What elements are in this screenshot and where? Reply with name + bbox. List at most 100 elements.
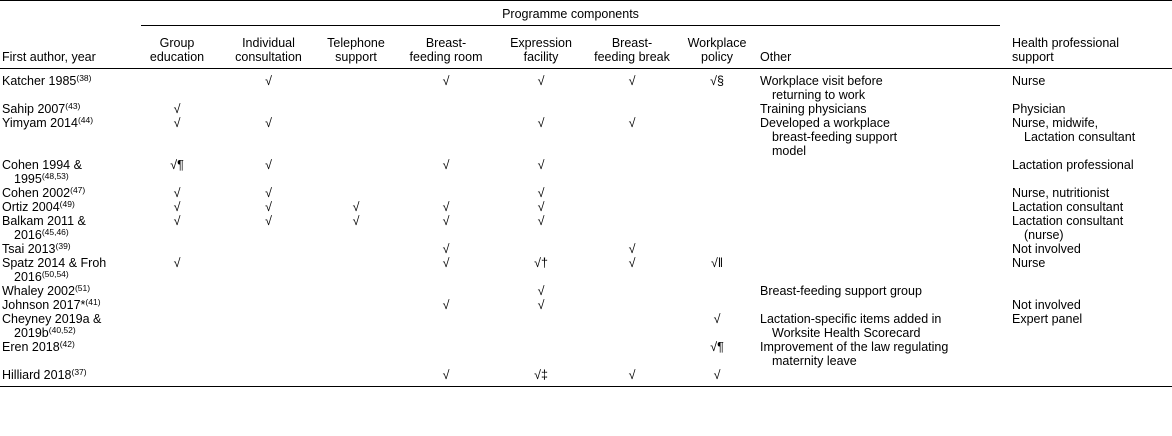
author-text: Tsai 2013 xyxy=(2,242,56,256)
programme-components-table: Programme components First author, year … xyxy=(0,0,1172,387)
breastfeeding-break-cell xyxy=(588,214,678,242)
individual-consultation-cell xyxy=(223,312,316,340)
col-health-professional: Health professional support xyxy=(1010,28,1172,69)
breastfeeding-room-cell: √ xyxy=(442,298,450,312)
author-line: Hilliard 2018(37) xyxy=(2,368,87,382)
health-professional-text: (nurse) xyxy=(1024,228,1064,242)
reference-superscript: (37) xyxy=(71,367,87,377)
programme-components-heading: Programme components xyxy=(133,0,1010,28)
telephone-support-cell xyxy=(316,256,398,284)
breastfeeding-break-cell xyxy=(588,102,678,116)
breastfeeding-break-cell: √ xyxy=(628,242,636,256)
first-author-cell: Cohen 2002(47) xyxy=(0,186,133,200)
breastfeeding-break-cell: √ xyxy=(588,368,678,387)
breastfeeding-room-cell: √ xyxy=(442,214,450,228)
health-professional-cell xyxy=(1010,368,1172,387)
workplace-policy-cell: √ xyxy=(678,368,758,387)
telephone-support-cell: √ xyxy=(352,200,360,214)
health-professional-text: Not involved xyxy=(1012,298,1081,312)
health-professional-text: Not involved xyxy=(1012,242,1081,256)
individual-consultation-cell xyxy=(223,242,316,256)
breastfeeding-break-cell xyxy=(588,158,678,186)
telephone-support-cell xyxy=(316,186,398,200)
reference-superscript: (48,53) xyxy=(41,171,69,181)
other-cell: Workplace visit before returning to work xyxy=(758,69,1010,102)
first-author-cell: Whaley 2002(51) xyxy=(0,284,133,298)
author-line: Cheyney 2019a & xyxy=(2,312,101,326)
health-professional-text: Lactation consultant xyxy=(1012,200,1124,214)
breastfeeding-room-cell xyxy=(398,340,496,368)
expression-facility-cell: √ xyxy=(537,116,545,130)
workplace-policy-cell xyxy=(678,298,758,312)
workplace-policy-cell xyxy=(678,158,758,186)
author-text: Cheyney 2019a & xyxy=(2,312,102,326)
first-author-cell: Eren 2018(42) xyxy=(0,340,133,368)
author-line: 1995(48,53) xyxy=(2,172,129,186)
author-text: Johnson 2017* xyxy=(2,298,86,312)
telephone-support-cell: √ xyxy=(352,214,360,228)
other-cell: Lactation-specific items added in Worksit… xyxy=(758,312,1010,340)
health-professional-cell xyxy=(1010,284,1172,298)
author-text: Eren 2018 xyxy=(2,340,60,354)
breastfeeding-room-cell xyxy=(398,186,496,200)
telephone-support-cell xyxy=(316,284,398,298)
breastfeeding-break-cell: √ xyxy=(628,74,636,88)
table-row: Whaley 2002(51) √ Breast-feeding support g… xyxy=(0,284,1172,298)
author-text: Hilliard 2018 xyxy=(2,368,72,382)
breastfeeding-break-cell: √ xyxy=(628,256,636,270)
breastfeeding-room-cell: √ xyxy=(442,74,450,88)
workplace-policy-cell xyxy=(678,200,758,214)
first-author-cell: Tsai 2013(39) xyxy=(0,242,133,256)
table-row: Johnson 2017*(41) √ √ Not involved xyxy=(0,298,1172,312)
telephone-support-cell xyxy=(316,102,398,116)
other-cell: Breast-feeding support group xyxy=(758,284,1010,298)
health-professional-cell: Not involved xyxy=(1010,242,1172,256)
group-education-cell xyxy=(133,312,223,340)
author-text: 2016 xyxy=(14,270,42,284)
group-education-cell: √ xyxy=(173,256,181,270)
author-line: 2016(50,54) xyxy=(2,270,129,284)
breastfeeding-room-cell xyxy=(398,116,496,158)
other-text: Workplace visit before xyxy=(760,74,883,88)
author-line: Yimyam 2014(44) xyxy=(2,116,93,130)
table-row: Yimyam 2014(44) √ √ √ √ Developed a workplace… xyxy=(0,116,1172,158)
individual-consultation-cell xyxy=(223,102,316,116)
author-text: Sahip 2007 xyxy=(2,102,66,116)
first-author-cell: Katcher 1985(38) xyxy=(0,69,133,103)
reference-superscript: (50,54) xyxy=(41,269,69,279)
group-education-cell: √ xyxy=(173,102,181,116)
reference-superscript: (40,52) xyxy=(48,325,76,335)
telephone-support-cell xyxy=(316,158,398,186)
author-text: Whaley 2002 xyxy=(2,284,75,298)
health-professional-cell: Not involved xyxy=(1010,298,1172,312)
health-professional-cell: Lactation consultant xyxy=(1010,200,1172,214)
telephone-support-cell xyxy=(316,340,398,368)
health-professional-text: Nurse, midwife, xyxy=(1012,116,1099,130)
health-professional-text: Nurse xyxy=(1012,256,1046,270)
expression-facility-cell: √ xyxy=(537,74,545,88)
author-line: Spatz 2014 & Froh xyxy=(2,256,106,270)
author-line: Katcher 1985(38) xyxy=(2,74,91,88)
other-text: Breast-feeding support group xyxy=(760,284,922,298)
breastfeeding-room-cell: √ xyxy=(442,256,450,270)
workplace-policy-cell: √§ xyxy=(710,74,724,88)
author-text: Cohen 2002 xyxy=(2,186,71,200)
other-cell xyxy=(758,242,1010,256)
first-author-cell: Yimyam 2014(44) xyxy=(0,116,133,158)
breastfeeding-break-cell xyxy=(588,340,678,368)
table-row: Hilliard 2018(37) √ √‡ √ √ xyxy=(0,368,1172,387)
individual-consultation-cell xyxy=(223,340,316,368)
author-line: Whaley 2002(51) xyxy=(2,284,90,298)
other-cell xyxy=(758,298,1010,312)
col-individual-consultation: Individual consultation xyxy=(223,28,316,69)
other-text: maternity leave xyxy=(772,354,857,368)
breastfeeding-room-cell xyxy=(398,284,496,298)
reference-superscript: (47) xyxy=(70,185,86,195)
first-author-cell: Ortiz 2004(49) xyxy=(0,200,133,214)
telephone-support-cell xyxy=(316,368,398,387)
individual-consultation-cell: √ xyxy=(265,116,272,130)
other-cell xyxy=(758,214,1010,242)
expression-facility-cell: √ xyxy=(537,158,545,172)
col-expression-facility: Expression facility xyxy=(496,28,588,69)
expression-facility-cell xyxy=(496,242,588,256)
